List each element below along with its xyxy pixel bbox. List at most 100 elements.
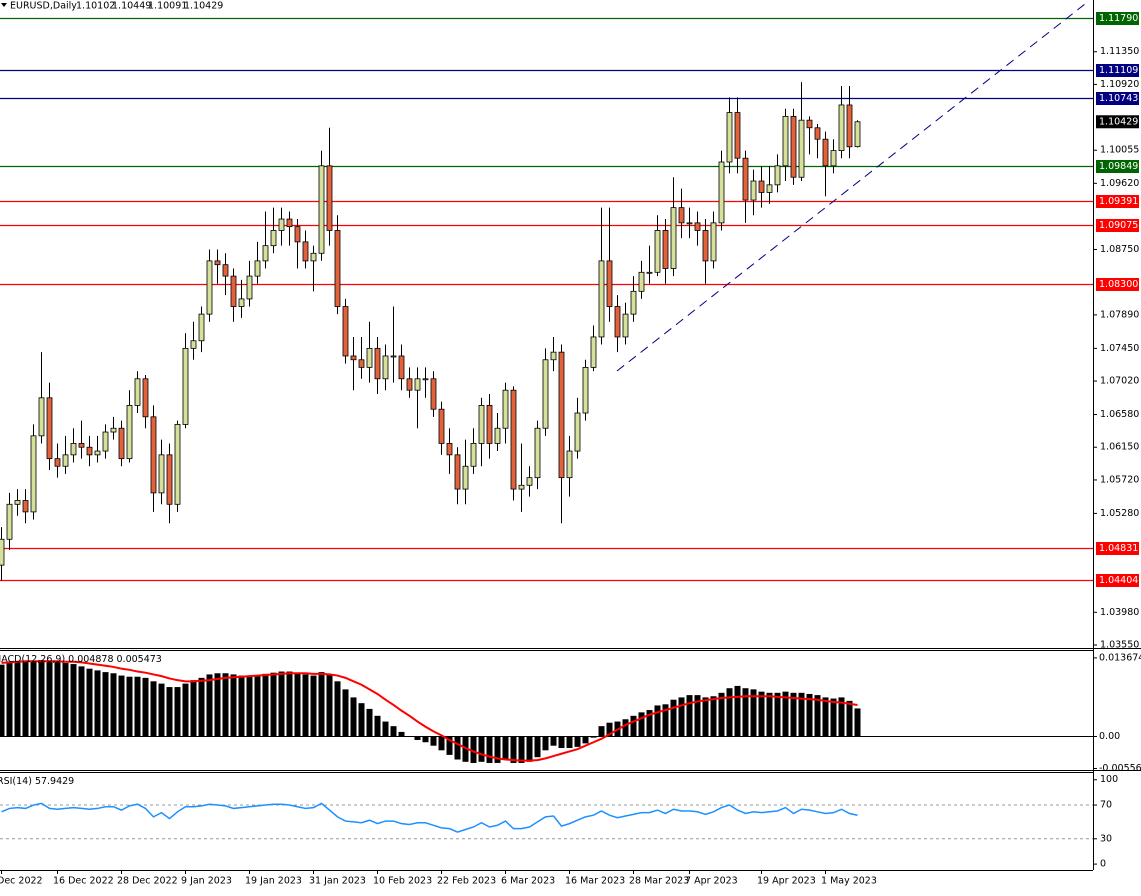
trendline xyxy=(616,3,1086,372)
x-tick-label: 6 Mar 2023 xyxy=(501,876,555,887)
rsi-tick-label: 100 xyxy=(1100,774,1118,785)
candle-body xyxy=(734,112,741,159)
macd-bar xyxy=(630,715,637,737)
symbol-title: EURUSD,Daily xyxy=(10,1,77,12)
candle-body xyxy=(382,355,389,380)
macd-bar xyxy=(462,736,469,762)
y-tick-label: 1.07450 xyxy=(1100,343,1139,354)
macd-bar xyxy=(14,661,21,737)
candle-body xyxy=(374,347,381,380)
macd-bar xyxy=(342,689,349,737)
rsi-name: RSI(14) xyxy=(0,776,32,787)
candle-body xyxy=(422,378,429,381)
candle-body xyxy=(558,351,565,479)
macd-bar xyxy=(718,692,725,737)
candle-body xyxy=(166,454,173,505)
candle-body xyxy=(70,443,77,456)
macd-bar xyxy=(590,736,597,738)
candle-body xyxy=(686,222,693,225)
x-tick-label: 1 May 2023 xyxy=(821,876,877,887)
macd-tick-label: 0.013674 xyxy=(1099,652,1141,663)
ohlc-high: 1.10449 xyxy=(112,1,151,12)
macd-bar xyxy=(86,668,93,737)
candle-body xyxy=(270,230,277,247)
macd-bar xyxy=(526,736,533,762)
macd-bar xyxy=(398,731,405,737)
macd-bar xyxy=(38,660,45,737)
macd-bar xyxy=(294,672,301,737)
level-label-box xyxy=(1096,64,1139,77)
y-tick-label: 1.05280 xyxy=(1100,508,1139,519)
macd-bar xyxy=(126,676,133,737)
rsi-tick-label: 70 xyxy=(1100,800,1112,811)
candle-body xyxy=(678,207,685,224)
ohlc-low: 1.10091 xyxy=(148,1,187,12)
macd-bar xyxy=(662,704,669,737)
macd-bar xyxy=(254,674,261,737)
candle-body xyxy=(494,427,501,444)
macd-bar xyxy=(422,736,429,743)
macd-bar xyxy=(758,691,765,737)
x-tick-label: 10 Feb 2023 xyxy=(373,876,432,887)
macd-bar xyxy=(270,672,277,737)
macd-bar xyxy=(174,687,181,737)
macd-bar xyxy=(782,691,789,737)
level-label: 1.09391 xyxy=(1099,196,1138,207)
level-label: 1.09849 xyxy=(1099,161,1138,172)
candle-body xyxy=(246,275,253,300)
macd-bar xyxy=(702,697,709,737)
candle-body xyxy=(614,306,621,338)
macd-bar xyxy=(438,736,445,751)
candle-body xyxy=(22,500,29,513)
candle-body xyxy=(14,500,21,505)
macd-bar xyxy=(262,673,269,737)
menu-icon[interactable] xyxy=(1,3,7,7)
macd-bar xyxy=(814,695,821,737)
macd-bar xyxy=(566,736,573,749)
y-tick-label: 1.07890 xyxy=(1100,309,1139,320)
macd-bar xyxy=(766,692,773,737)
candle-body xyxy=(78,443,85,448)
macd-bar xyxy=(646,710,653,737)
candle-body xyxy=(38,397,45,437)
candle-body xyxy=(598,260,605,338)
candle-body xyxy=(190,340,197,349)
candle-body xyxy=(326,165,333,231)
candle-body xyxy=(766,184,773,193)
candle-body xyxy=(518,484,525,490)
macd-bar xyxy=(838,697,845,737)
macd-bar xyxy=(574,736,581,747)
candle-body xyxy=(758,180,765,193)
candle-body xyxy=(46,397,53,460)
x-tick-label: 16 Dec 2022 xyxy=(53,876,114,887)
rsi-panel xyxy=(0,802,1093,840)
rsi-tick-label: 0 xyxy=(1100,859,1106,870)
level-label-box xyxy=(1096,12,1139,25)
candle-body xyxy=(54,458,61,467)
candle-body xyxy=(310,252,317,262)
macd-bar xyxy=(830,698,837,737)
y-tick-label: 1.06580 xyxy=(1100,409,1139,420)
macd-bar xyxy=(6,662,13,737)
macd-bar xyxy=(30,660,37,737)
macd-bar xyxy=(302,674,309,737)
candle-body xyxy=(262,245,269,262)
candle-body xyxy=(486,405,493,444)
x-tick-label: 22 Feb 2023 xyxy=(437,876,496,887)
candle-body xyxy=(0,538,5,566)
candle-body xyxy=(478,405,485,444)
candle-body xyxy=(238,298,245,307)
rsi-line xyxy=(1,802,858,833)
candle-body xyxy=(334,230,341,307)
x-tick-label: Dec 2022 xyxy=(0,876,43,887)
macd-bar xyxy=(318,672,325,737)
macd-bar xyxy=(558,736,565,749)
level-label-box xyxy=(1096,574,1139,587)
candle-body xyxy=(222,264,229,277)
candle-body xyxy=(142,378,149,418)
macd-bar xyxy=(334,681,341,737)
candle-body xyxy=(110,427,117,433)
candle-body xyxy=(582,366,589,414)
